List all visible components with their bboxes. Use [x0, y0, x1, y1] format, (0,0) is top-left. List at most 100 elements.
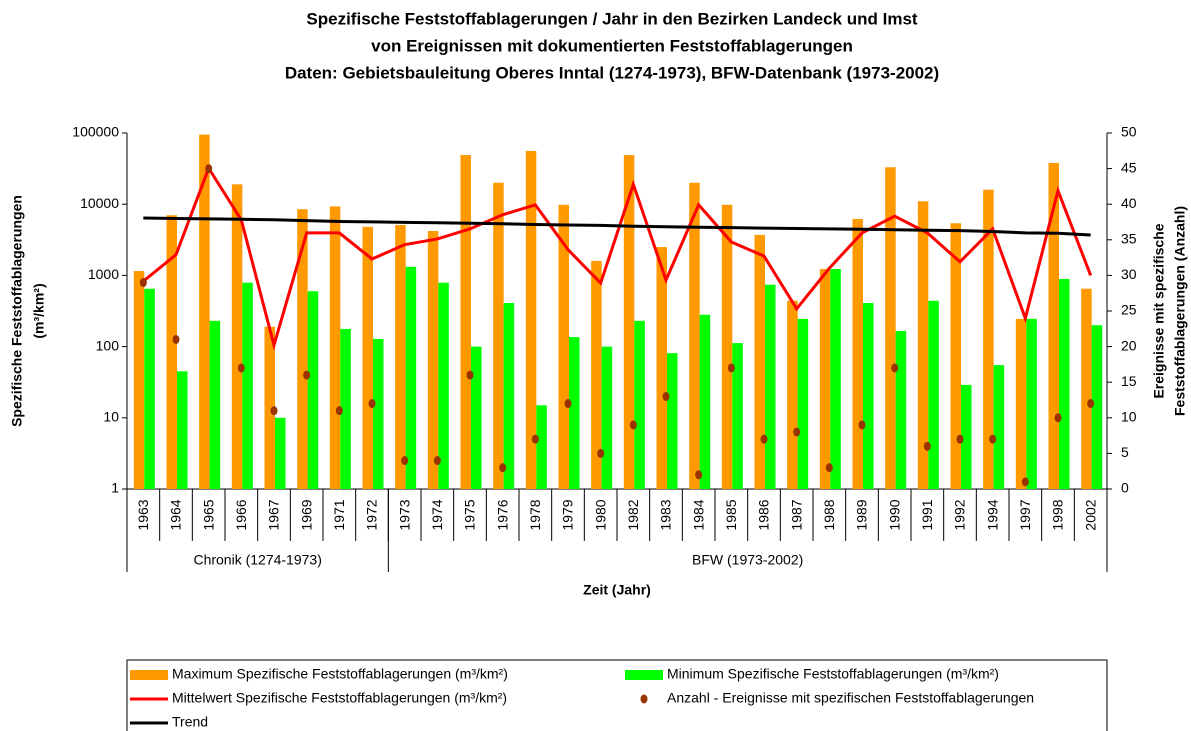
y2-tick-label: 15 — [1121, 373, 1137, 389]
bar — [1048, 162, 1059, 489]
bar — [689, 182, 700, 489]
bar — [787, 300, 798, 489]
bar — [209, 320, 221, 489]
bar — [199, 134, 210, 490]
point — [760, 434, 768, 444]
legend-label: Maximum Spezifische Feststoffablagerunge… — [172, 666, 508, 682]
bar — [427, 231, 439, 489]
x-tick-label: 1978 — [527, 499, 543, 530]
legend-swatch — [640, 694, 648, 704]
point — [793, 427, 801, 437]
point — [433, 456, 441, 466]
x-tick-label: 1988 — [821, 499, 837, 530]
x-tick-label: 1989 — [854, 499, 870, 530]
point — [923, 441, 931, 451]
bar — [623, 155, 635, 489]
y2-tick-label: 40 — [1121, 195, 1137, 211]
bar — [1015, 318, 1027, 489]
point — [629, 420, 637, 430]
bar — [1091, 325, 1103, 489]
bar — [754, 234, 765, 489]
group-label: BFW (1973-2002) — [692, 552, 803, 568]
bar — [144, 288, 155, 489]
legend-label: Trend — [172, 714, 208, 730]
y-axis-title: Spezifische Feststoffablagerungen — [9, 195, 25, 427]
bar — [503, 302, 515, 489]
bar — [558, 204, 569, 489]
bar — [797, 318, 809, 489]
line — [142, 164, 1093, 351]
bar — [438, 282, 449, 489]
bar — [863, 302, 874, 489]
bar — [1026, 318, 1037, 489]
legend-label: Anzahl - Ereignisse mit spezifischen Fes… — [667, 690, 1034, 706]
x-tick-label: 1971 — [331, 499, 347, 530]
point — [597, 448, 605, 458]
y2-tick-label: 25 — [1121, 302, 1137, 318]
y2-axis-title: Ereignisse mit spezifische — [1151, 223, 1167, 398]
bar — [275, 417, 286, 489]
x-tick-label: 1991 — [919, 499, 935, 530]
bar — [721, 204, 733, 489]
y2-tick-label: 20 — [1121, 337, 1137, 353]
x-tick-label: 1975 — [462, 499, 478, 530]
point — [858, 420, 866, 430]
bar — [525, 150, 537, 489]
point — [531, 434, 539, 444]
point — [303, 370, 311, 380]
line — [143, 216, 1091, 237]
point — [695, 470, 703, 480]
bar — [177, 371, 188, 489]
x-axis-title: Zeit (Jahr) — [583, 582, 651, 598]
point — [891, 363, 899, 373]
bar — [819, 268, 831, 489]
x-tick-label: 1967 — [266, 499, 282, 530]
point — [1021, 477, 1029, 487]
y-tick-label: 1 — [111, 480, 119, 496]
point — [335, 406, 343, 416]
bar — [307, 291, 319, 489]
bar — [765, 284, 776, 489]
point — [956, 434, 964, 444]
point — [564, 399, 572, 409]
x-tick-label: 1969 — [298, 499, 314, 530]
bar — [329, 206, 341, 489]
y-tick-label: 1000 — [88, 266, 119, 282]
bar — [340, 328, 351, 489]
y2-tick-label: 30 — [1121, 266, 1137, 282]
x-tick-label: 1986 — [756, 499, 772, 530]
x-tick-label: 1965 — [200, 499, 216, 530]
bar — [634, 320, 645, 489]
bar — [830, 268, 841, 489]
chart-title: Spezifische Feststoffablagerungen / Jahr… — [306, 9, 918, 28]
bar — [231, 184, 243, 490]
point — [989, 434, 997, 444]
bar — [601, 346, 613, 489]
y-tick-label: 100000 — [72, 124, 119, 140]
bar — [993, 365, 1005, 489]
point — [825, 463, 833, 473]
point — [727, 363, 735, 373]
x-tick-label: 1976 — [494, 499, 510, 530]
x-tick-label: 1983 — [658, 499, 674, 530]
y-tick-label: 10000 — [80, 195, 119, 211]
bar — [852, 218, 863, 490]
x-tick-label: 1973 — [396, 499, 412, 530]
bar — [591, 260, 602, 489]
x-tick-label: 1974 — [429, 499, 445, 530]
bar — [166, 215, 177, 490]
bar — [732, 343, 743, 489]
bar — [961, 384, 972, 489]
y-tick-label: 100 — [96, 337, 120, 353]
y2-axis-title: Feststoffablagerungen (Anzahl) — [1172, 206, 1188, 416]
bar — [264, 326, 275, 489]
y2-tick-label: 50 — [1121, 124, 1137, 140]
bar — [493, 182, 504, 489]
bar — [471, 346, 482, 489]
legend-label: Minimum Spezifische Feststoffablagerunge… — [667, 666, 999, 682]
group-label: Chronik (1274-1973) — [193, 552, 321, 568]
x-tick-label: 1964 — [168, 499, 184, 530]
bar — [1059, 279, 1070, 489]
x-tick-label: 1990 — [886, 499, 902, 530]
bar — [569, 337, 580, 489]
